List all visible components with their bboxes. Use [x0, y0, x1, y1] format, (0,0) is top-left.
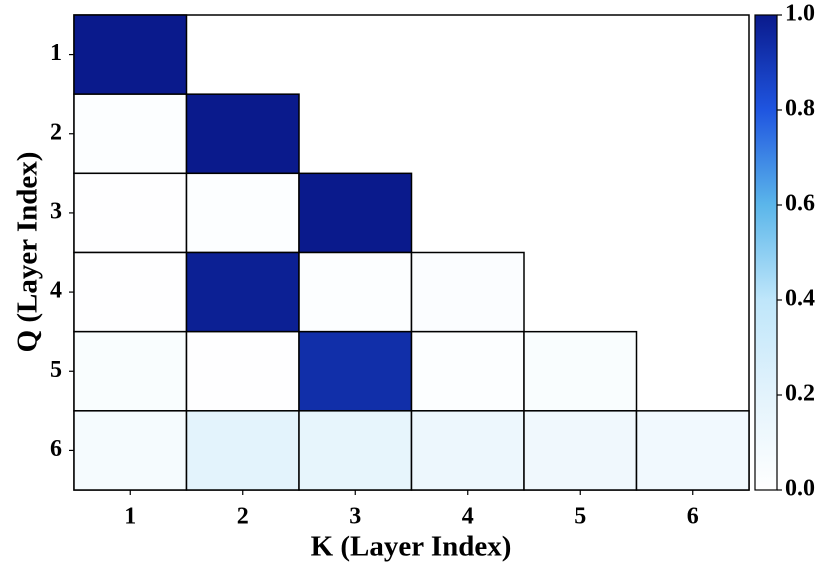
- heatmap-cell: [73, 14, 188, 95]
- y-tick-label: 4: [50, 278, 62, 304]
- colorbar-tick-label: 0.8: [785, 96, 815, 122]
- heatmap-cell: [410, 251, 525, 333]
- colorbar-tick-label: 0.2: [785, 381, 815, 407]
- colorbar-tick-label: 0.0: [785, 476, 815, 502]
- heatmap-cell: [73, 93, 188, 175]
- colorbar-tick-label: 0.6: [785, 191, 815, 217]
- x-tick-label: 3: [349, 504, 361, 530]
- heatmap-cell: [73, 330, 188, 412]
- heatmap-cell: [185, 172, 300, 254]
- heatmap-cell: [73, 251, 188, 333]
- heatmap-cell: [185, 251, 300, 333]
- heatmap-cell: [298, 172, 413, 254]
- y-tick-label: 2: [50, 119, 62, 145]
- y-tick-label: 3: [50, 198, 62, 224]
- colorbar: [754, 14, 778, 491]
- y-tick-label: 6: [50, 436, 62, 462]
- heatmap-cell: [73, 172, 188, 254]
- heatmap-cell: [523, 330, 638, 412]
- y-axis-label: Q (Layer Index): [12, 152, 44, 353]
- colorbar-tick-label: 1.0: [785, 1, 815, 27]
- heatmap-cell: [635, 410, 750, 491]
- heatmap-cell: [185, 93, 300, 175]
- x-tick-label: 1: [124, 504, 136, 530]
- heatmap-cell: [298, 330, 413, 412]
- heatmap-cell: [410, 410, 525, 491]
- x-tick-label: 5: [574, 504, 586, 530]
- heatmap-cell: [410, 330, 525, 412]
- x-tick-label: 4: [462, 504, 474, 530]
- y-tick-label: 5: [50, 357, 62, 383]
- colorbar-tick-label: 0.4: [785, 286, 815, 312]
- x-tick-label: 6: [687, 504, 699, 530]
- heatmap-cell: [298, 251, 413, 333]
- heatmap-cell: [185, 330, 300, 412]
- heatmap-cell: [298, 410, 413, 491]
- x-axis-label: K (Layer Index): [311, 531, 512, 563]
- heatmap-cell: [73, 410, 188, 491]
- heatmap-cell: [523, 410, 638, 491]
- heatmap-cell: [185, 410, 300, 491]
- x-tick-label: 2: [237, 504, 249, 530]
- y-tick-label: 1: [50, 40, 62, 66]
